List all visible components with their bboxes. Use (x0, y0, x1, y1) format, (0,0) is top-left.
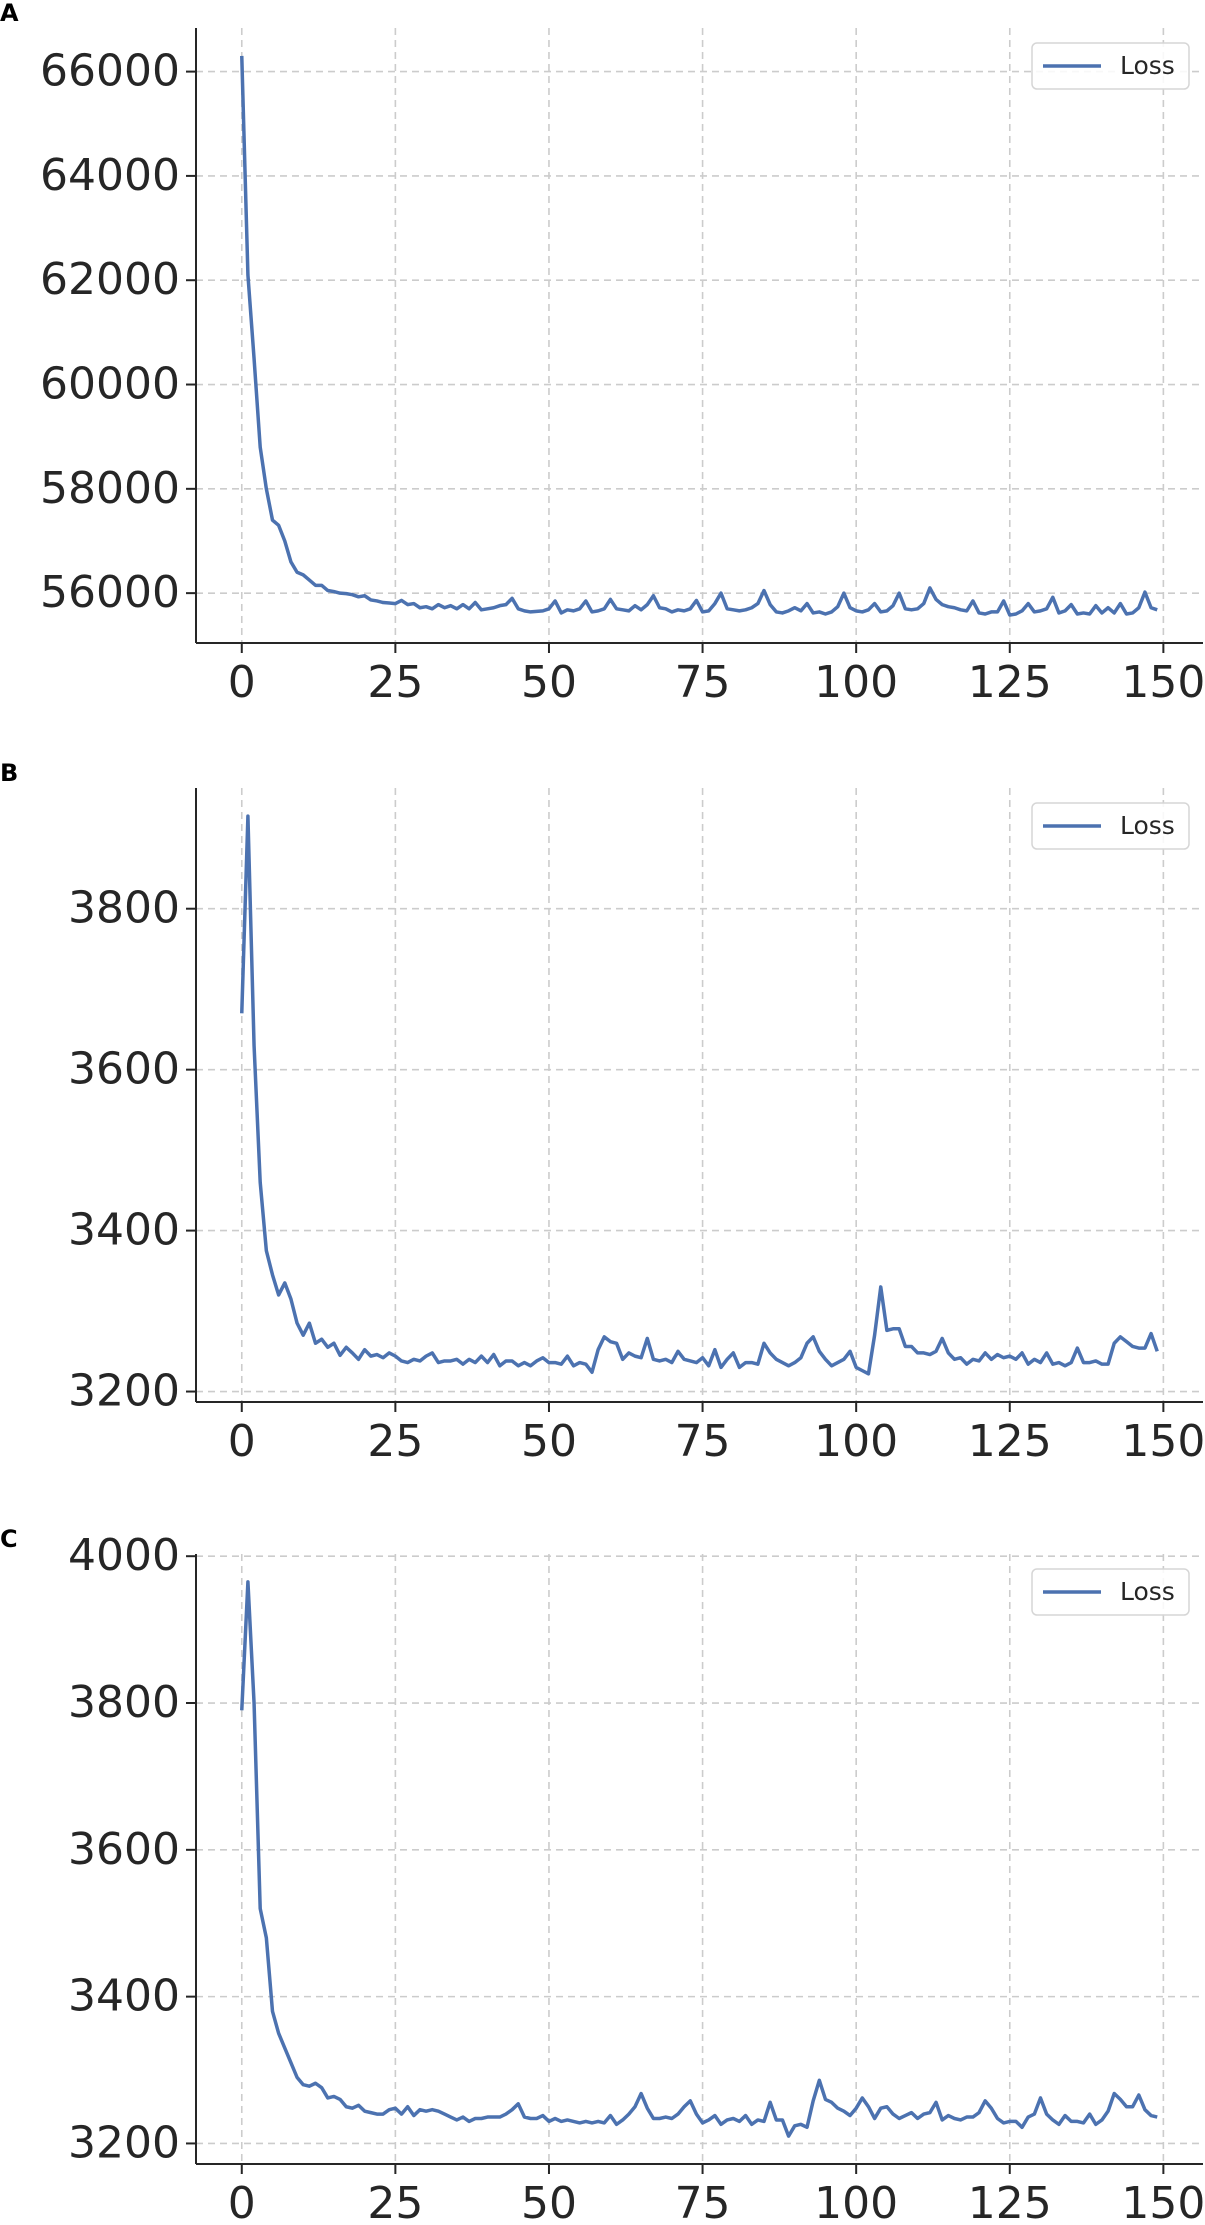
legend-box (1031, 802, 1190, 850)
x-tick-label: 0 (228, 1416, 256, 1467)
y-tick-label: 3800 (68, 883, 180, 934)
y-tick-label: 62000 (40, 254, 180, 305)
x-tick-label: 0 (228, 2178, 256, 2225)
y-tick-label: 3200 (68, 1366, 180, 1417)
y-tick-label: 3400 (68, 1971, 180, 2022)
y-tick-label: 4000 (68, 1530, 180, 1581)
y-tick-label: 58000 (40, 463, 180, 514)
x-tick-label: 0 (228, 657, 256, 708)
y-tick-label: 64000 (40, 150, 180, 201)
x-tick-label: 25 (367, 1416, 423, 1467)
x-tick-label: 50 (521, 657, 577, 708)
x-tick-label: 150 (1121, 2178, 1205, 2225)
y-tick-label: 3600 (68, 1824, 180, 1875)
x-tick-label: 125 (968, 2178, 1052, 2225)
legend-label: Loss (1120, 811, 1175, 840)
legend-box (1031, 1568, 1190, 1616)
x-tick-label: 100 (814, 657, 898, 708)
panel-label: B (0, 759, 18, 787)
x-tick-label: 100 (814, 2178, 898, 2225)
x-tick-label: 125 (968, 657, 1052, 708)
y-tick-label: 3800 (68, 1677, 180, 1728)
y-tick-label: 3600 (68, 1044, 180, 1095)
loss-line (240, 814, 1159, 1376)
x-tick-label: 75 (675, 2178, 731, 2225)
y-tick-label: 66000 (40, 46, 180, 97)
x-tick-label: 100 (814, 1416, 898, 1467)
x-tick-label: 50 (521, 1416, 577, 1467)
panel-label: C (0, 1525, 18, 1553)
x-tick-label: 25 (367, 657, 423, 708)
panel-label: A (0, 0, 19, 27)
x-tick-label: 150 (1121, 1416, 1205, 1467)
loss-line (240, 55, 1158, 617)
loss-line (240, 1580, 1158, 2138)
x-tick-label: 75 (675, 657, 731, 708)
x-tick-label: 50 (521, 2178, 577, 2225)
y-tick-label: 3200 (68, 2117, 180, 2168)
x-tick-label: 150 (1121, 657, 1205, 708)
y-tick-label: 60000 (40, 359, 180, 410)
y-tick-label: 56000 (40, 567, 180, 618)
x-tick-label: 75 (675, 1416, 731, 1467)
x-tick-label: 25 (367, 2178, 423, 2225)
y-tick-label: 3400 (68, 1205, 180, 1256)
x-tick-label: 125 (968, 1416, 1052, 1467)
legend-label: Loss (1120, 1577, 1175, 1606)
legend-label: Loss (1120, 51, 1175, 80)
legend-box (1031, 42, 1190, 90)
